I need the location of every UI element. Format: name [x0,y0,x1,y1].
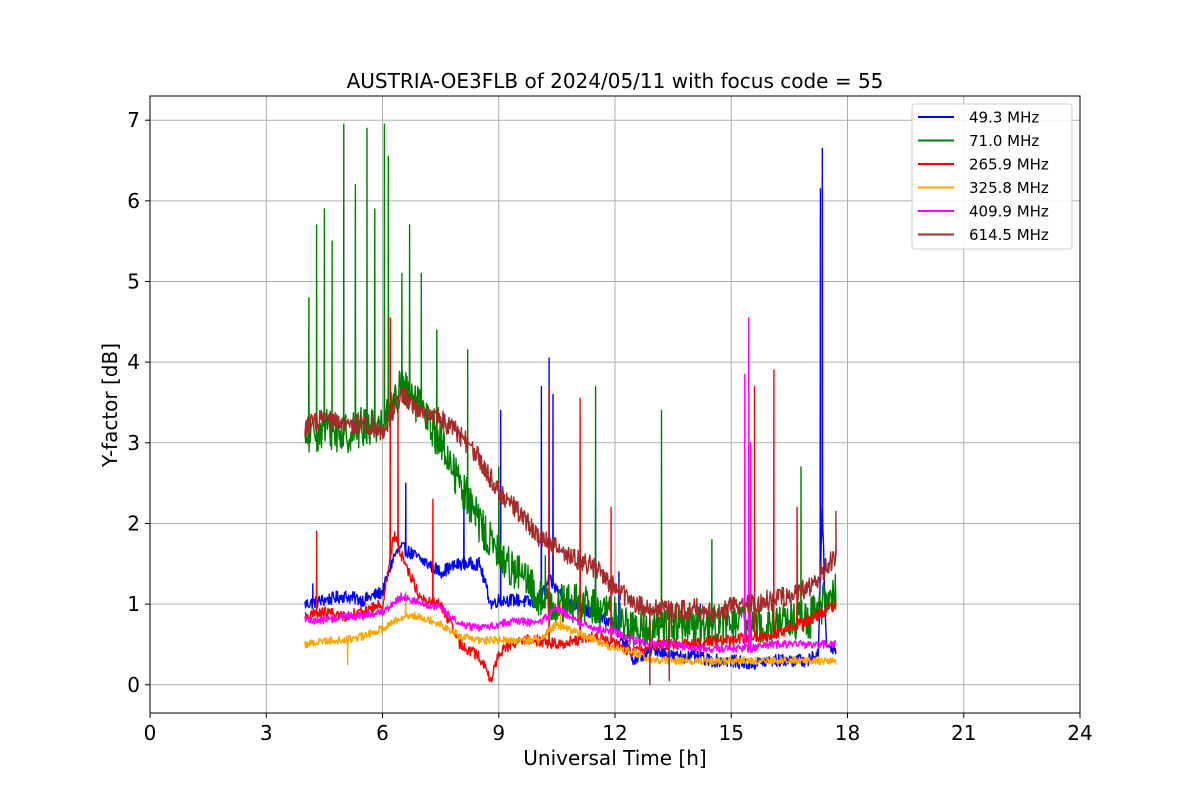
y-axis-label: Y-factor [dB] [98,343,122,468]
legend-label: 614.5 MHz [969,226,1049,244]
x-axis-label: Universal Time [h] [523,746,706,770]
x-tick-label: 3 [260,721,273,745]
x-tick-label: 6 [376,721,389,745]
x-tick-label: 24 [1067,721,1092,745]
series-line [304,591,837,666]
legend-label: 71.0 MHz [969,132,1039,150]
x-tick-label: 12 [602,721,627,745]
series-layer [304,123,837,686]
x-tick-label: 0 [144,721,157,745]
series-line [304,317,837,654]
y-tick-label: 0 [127,673,140,697]
y-tick-label: 4 [127,350,140,374]
chart-title: AUSTRIA-OE3FLB of 2024/05/11 with focus … [347,69,884,93]
legend-label: 325.8 MHz [969,179,1049,197]
y-tick-label: 6 [127,189,140,213]
x-axis-ticks: 0 3 6 9 12 15 18 21 24 [144,713,1093,745]
plot-area [304,123,837,686]
x-tick-label: 21 [951,721,976,745]
legend: 49.3 MHz 71.0 MHz 265.9 MHz 325.8 MHz 40… [911,103,1073,250]
legend-label: 265.9 MHz [969,156,1049,174]
y-axis-ticks: 0 1 2 3 4 5 6 7 [127,108,150,697]
x-tick-label: 15 [719,721,744,745]
legend-label: 409.9 MHz [969,203,1049,221]
y-tick-label: 1 [127,592,140,616]
y-tick-label: 3 [127,431,140,455]
y-tick-label: 7 [127,108,140,132]
x-tick-label: 18 [835,721,860,745]
y-tick-label: 2 [127,511,140,535]
legend-label: 49.3 MHz [969,109,1039,127]
y-tick-label: 5 [127,270,140,294]
series-line [304,387,837,686]
x-tick-label: 9 [492,721,505,745]
